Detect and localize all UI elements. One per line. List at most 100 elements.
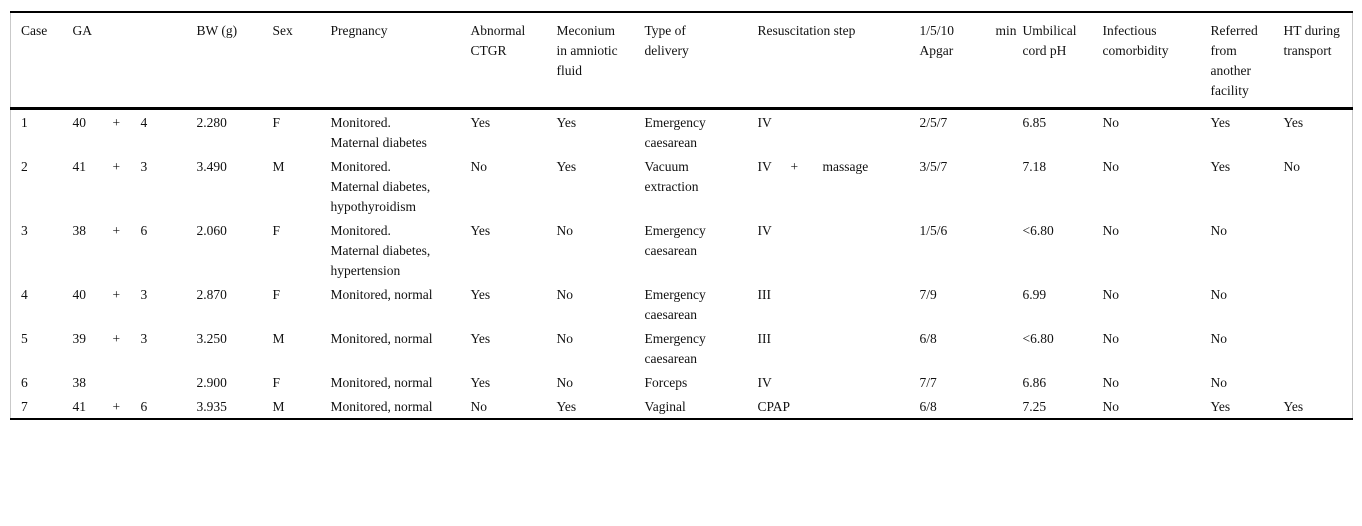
cell-ga_plus (113, 370, 141, 394)
cell-apgar: 6/8 (919, 399, 937, 414)
cell-infectious: No (1102, 287, 1120, 302)
cell-res3 (823, 326, 920, 370)
cell-referred: Yes (1210, 159, 1231, 174)
cell-res1: IV (757, 115, 772, 130)
cell-ht (1284, 282, 1353, 326)
cell-res2 (791, 109, 823, 155)
cell-sex: M (272, 159, 285, 174)
cell-infectious: No (1102, 399, 1120, 414)
cell-apgar: 3/5/7 (919, 159, 948, 174)
cell-case: 7 (21, 399, 28, 414)
cell-ht (1284, 218, 1353, 282)
cell-case: 6 (21, 375, 28, 390)
col-header-referred: Referred from another facility (1210, 12, 1284, 110)
cell-ga_d: 6 (140, 223, 148, 238)
cell-ht (1284, 326, 1353, 370)
cell-ctgr: Yes (470, 375, 491, 390)
table-body: 1 40 +4 2.280 F Monitored. Maternal diabetes Y… (11, 109, 1353, 420)
table-row: 6 38 2.900 F Monitored, normal Yes No Forceps IV… (11, 370, 1353, 394)
apgar-scores-label: 1/5/10 (919, 23, 955, 38)
col-header-ht-transport: HT during transport (1283, 12, 1353, 110)
col-header-abnormal-ctgr: Abnormal CTGR (470, 12, 557, 110)
cell-ph: 6.99 (1022, 287, 1047, 302)
cell-pregnancy: Monitored. Maternal diabetes (330, 115, 427, 150)
header-row: Case GA BW (g) Sex Pregnancy Abnormal CT… (10, 12, 1353, 110)
cell-ga_d: 3 (140, 159, 148, 174)
cell-apgar: 7/7 (919, 375, 937, 390)
cell-bw: 3.250 (196, 331, 227, 346)
cell-ctgr: Yes (470, 331, 491, 346)
cell-referred: No (1210, 223, 1228, 238)
cell-sex: M (272, 399, 285, 414)
col-header-resuscitation: Resuscitation step (757, 12, 920, 110)
cell-sex: F (272, 223, 281, 238)
cell-ga_w: 40 (72, 115, 87, 130)
cell-bw: 2.280 (196, 115, 227, 130)
cell-ph: 6.86 (1022, 375, 1047, 390)
cell-apgar: 7/9 (919, 287, 937, 302)
cell-delivery: Emergency caesarean (644, 223, 706, 258)
cell-ga_plus: + (112, 223, 121, 238)
cell-meconium: Yes (556, 159, 577, 174)
cell-ga_d (141, 370, 197, 394)
cell-ph: 7.18 (1022, 159, 1047, 174)
cell-res1: IV (757, 375, 772, 390)
cell-res1: IV (757, 159, 772, 174)
cell-ctgr: Yes (470, 287, 491, 302)
cell-res3 (823, 370, 920, 394)
cell-res1: III (757, 331, 772, 346)
cell-ctgr: No (470, 159, 488, 174)
cell-meconium: No (556, 331, 574, 346)
cell-case: 5 (21, 331, 28, 346)
cell-res3 (823, 109, 920, 155)
cell-bw: 3.935 (196, 399, 227, 414)
table-row: 7 41 +6 3.935 M Monitored, normal No Yes Vaginal… (11, 394, 1353, 419)
cell-ctgr: Yes (470, 223, 491, 238)
cell-ga_w: 39 (72, 331, 87, 346)
cell-meconium: No (556, 287, 574, 302)
cell-res3 (823, 394, 920, 419)
cell-res3: massage (822, 159, 869, 174)
apgar-word-label: Apgar (919, 43, 954, 58)
table-row: 3 38 +6 2.060 F Monitored. Maternal diabetes,… (11, 218, 1353, 282)
cell-apgar: 6/8 (919, 331, 937, 346)
col-header-case: Case (10, 12, 73, 110)
cell-ga_w: 41 (72, 159, 87, 174)
cell-delivery: Emergency caesarean (644, 331, 706, 366)
cell-referred: Yes (1210, 399, 1231, 414)
cell-ht: Yes (1283, 115, 1304, 130)
cell-ph: 6.85 (1022, 115, 1047, 130)
cell-res2 (791, 218, 823, 282)
cell-ph: <6.80 (1022, 223, 1054, 238)
table-row: 4 40 +3 2.870 F Monitored, normal Yes No Emergen… (11, 282, 1353, 326)
cell-res1: III (757, 287, 772, 302)
cell-pregnancy: Monitored. Maternal diabetes, hypothyroi… (330, 159, 431, 214)
cell-ph: <6.80 (1022, 331, 1054, 346)
cell-ph: 7.25 (1022, 399, 1047, 414)
cell-delivery: Emergency caesarean (644, 115, 706, 150)
cell-pregnancy: Monitored, normal (330, 375, 433, 390)
cell-infectious: No (1102, 331, 1120, 346)
cell-sex: F (272, 115, 281, 130)
cell-ga_plus: + (112, 331, 121, 346)
cell-ctgr: No (470, 399, 488, 414)
cell-ga_w: 41 (72, 399, 87, 414)
cell-ga_d: 3 (140, 287, 148, 302)
cell-bw: 3.490 (196, 159, 227, 174)
cell-res2: + (790, 159, 799, 174)
cell-delivery: Emergency caesarean (644, 287, 706, 322)
cell-res2 (791, 326, 823, 370)
cell-ga_d: 6 (140, 399, 148, 414)
cell-bw: 2.060 (196, 223, 227, 238)
col-header-infectious: Infectious comorbidity (1102, 12, 1211, 110)
cell-ht: No (1283, 159, 1301, 174)
cell-res1: IV (757, 223, 772, 238)
cell-referred: No (1210, 375, 1228, 390)
cell-infectious: No (1102, 375, 1120, 390)
cell-ga_plus: + (112, 159, 121, 174)
cell-sex: F (272, 287, 281, 302)
cell-res2 (791, 370, 823, 394)
cell-case: 2 (21, 159, 28, 174)
cell-delivery: Vaginal (644, 399, 686, 414)
cell-delivery: Vacuum extraction (644, 159, 699, 194)
